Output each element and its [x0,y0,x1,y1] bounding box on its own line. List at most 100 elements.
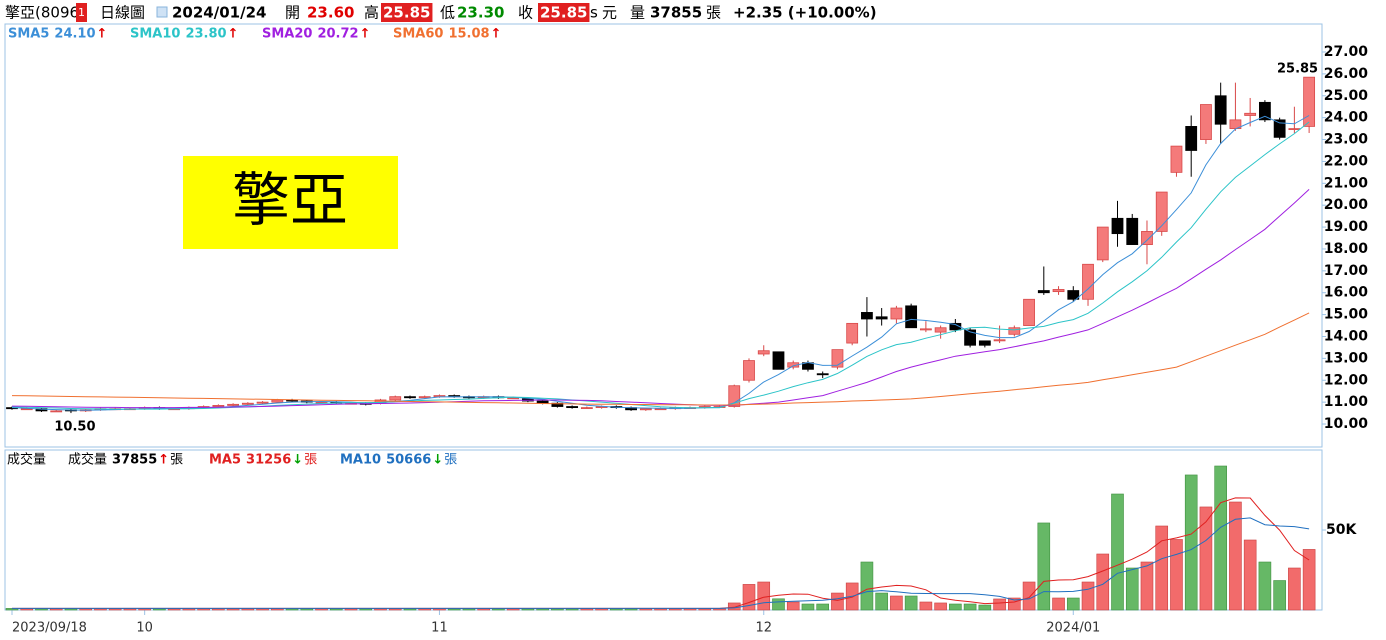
candle-body [1185,126,1198,151]
legend-text: 張 [170,453,183,468]
candle-body [1244,112,1257,116]
candle-body [964,329,976,346]
y-tick-label: 19.00 [1324,219,1369,235]
value-box [76,3,87,22]
legend-text: ↑ [158,453,169,468]
legend-text: 24.10 [54,27,95,42]
volume-panel [4,449,1323,611]
volume-bar [772,598,785,611]
volume-bar [1022,581,1036,611]
candle-body [580,407,593,410]
volume-bar [919,601,933,611]
candle-body [1082,263,1094,300]
candle-body [256,401,269,404]
volume-bar [816,603,830,611]
y-tick-label: 25.00 [1324,88,1369,104]
candle-body [1259,101,1271,121]
volume-bar [1184,474,1198,611]
volume-unit: 張 [706,4,721,22]
candle-body [566,406,579,409]
candle-body [389,396,402,401]
stock-name: 擎亞(8096) [5,4,85,22]
candle-body [1303,76,1316,127]
candle-body [978,340,991,346]
volume-bar [860,561,874,611]
volume-bar [1273,580,1286,611]
y-tick-label: 16.00 [1324,285,1369,301]
x-tick-label: 2024/01 [1046,621,1100,636]
candles [5,76,1316,611]
header: 擎亞(8096) 1 日線圖 2024/01/24 開 23.60 高 25.8… [5,3,877,22]
volume-bar [963,603,977,611]
candle-body [241,402,254,405]
legend-text: 31256 [246,453,291,468]
close-label: 收 [518,4,533,22]
y-tick-label: 18.00 [1324,241,1369,257]
candle-body [1111,217,1124,235]
candle-body [890,307,903,320]
y-tick-label: 26.00 [1324,66,1369,82]
candle-body [1126,217,1139,245]
legend-text: SMA5 [8,27,49,42]
y-tick-label: 10.00 [1324,416,1369,432]
legend-text: MA10 [340,453,381,468]
watermark-box [183,156,398,249]
candle-body [1155,191,1168,232]
volume-bar [934,602,947,611]
candle-body [875,316,888,320]
candle-body [949,322,962,331]
candle-body [1096,226,1109,261]
volume-bar [904,595,918,611]
legend-text: 15.08 [448,27,489,42]
unit: 元 [602,4,617,22]
low-value: 23.30 [457,4,504,22]
volume-bar [875,592,888,611]
candle-body [831,349,844,368]
high-value: 25.85 [383,4,430,22]
candle-body [271,399,284,403]
candle-body [212,405,225,407]
legend-text: 20.72 [317,27,358,42]
volume-bar [786,601,800,611]
volume-bar [1258,561,1272,611]
volume-bar [1096,553,1110,611]
volume-bar [1111,493,1124,611]
y-tick-label: 24.00 [1324,110,1369,126]
volume-bar [1140,561,1154,611]
legend-text: ↑ [360,27,371,42]
legend-text: SMA10 [130,27,180,42]
s-label: s [590,4,598,22]
candle-body [816,373,829,376]
volume-bar [1229,501,1242,611]
candle-body [1037,290,1050,294]
volume-title: 成交量 [7,452,46,468]
volume-bar [831,592,844,611]
legend-text: 23.80 [185,27,226,42]
volume-bar [1155,525,1169,611]
y-tick-label: 27.00 [1324,44,1369,60]
volume-bar [1125,567,1139,611]
y-tick-label: 22.00 [1324,153,1369,169]
y-tick-label: 21.00 [1324,175,1369,191]
y-tick-label: 12.00 [1324,372,1369,388]
candle-body [50,410,63,413]
candle-body [654,408,667,411]
y-tick-label: 17.00 [1324,263,1369,279]
annotation: 10.50 [54,420,95,435]
high-label: 高 [364,4,379,22]
candle-body [934,327,947,333]
candle-body [757,350,770,355]
volume-bar [978,604,992,611]
volume-bar [1214,465,1227,611]
value-box [538,3,590,22]
y-tick-label: 20.00 [1324,197,1369,213]
badge: 1 [78,6,85,19]
candle-body [1141,231,1153,245]
volume-bar [1066,597,1080,611]
change: +2.35 (+10.00%) [733,4,877,22]
legend-text: ↑ [491,27,502,42]
candle-body [1214,95,1227,125]
legend-text: 50666 [386,453,431,468]
volume-bar [1243,539,1257,611]
